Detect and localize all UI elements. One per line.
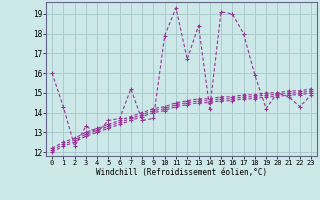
X-axis label: Windchill (Refroidissement éolien,°C): Windchill (Refroidissement éolien,°C): [96, 168, 267, 177]
